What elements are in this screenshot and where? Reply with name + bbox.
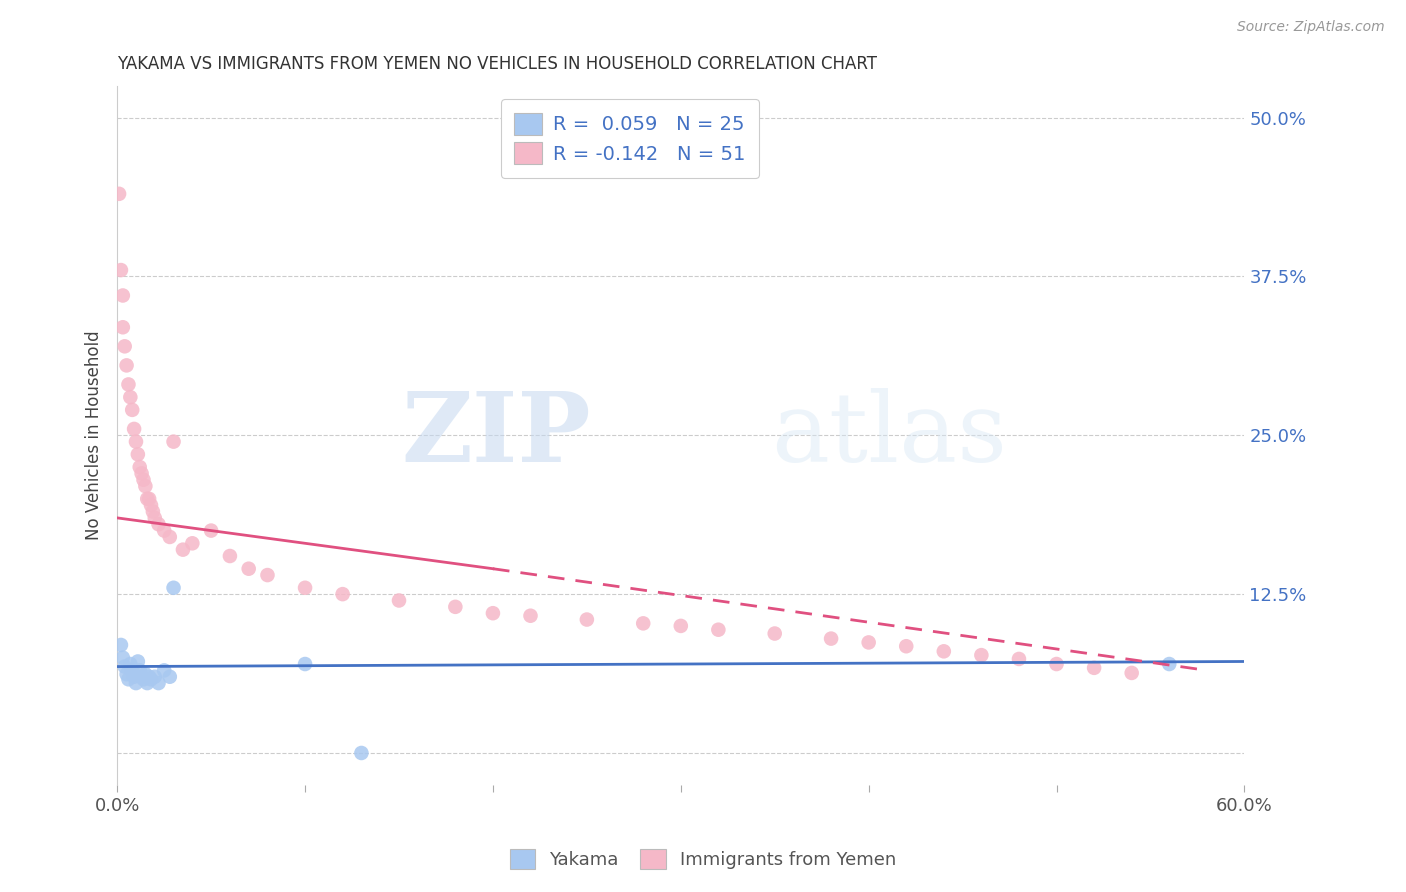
Point <box>132 673 155 687</box>
Point <box>111 320 134 334</box>
Point <box>159 530 181 544</box>
Text: YAKAMA VS IMMIGRANTS FROM YEMEN NO VEHICLES IN HOUSEHOLD CORRELATION CHART: YAKAMA VS IMMIGRANTS FROM YEMEN NO VEHIC… <box>117 55 877 73</box>
Point <box>134 667 156 681</box>
Point <box>128 460 150 475</box>
Point <box>114 659 136 673</box>
Point <box>148 676 170 690</box>
Point <box>669 619 692 633</box>
Text: atlas: atlas <box>770 388 1007 483</box>
Point <box>388 593 411 607</box>
Point <box>256 568 278 582</box>
Point <box>115 359 138 373</box>
Point <box>159 670 181 684</box>
Point <box>294 657 316 671</box>
Point <box>125 434 148 449</box>
Point <box>153 524 176 538</box>
Point <box>162 434 184 449</box>
Point <box>482 606 505 620</box>
Point <box>142 504 165 518</box>
Point <box>631 616 654 631</box>
Text: ZIP: ZIP <box>401 388 591 483</box>
Point <box>108 186 131 201</box>
Point <box>896 639 918 653</box>
Point <box>932 644 955 658</box>
Point <box>132 473 155 487</box>
Point <box>131 670 153 684</box>
Point <box>138 491 160 506</box>
Point <box>519 608 541 623</box>
Point <box>858 635 880 649</box>
Point <box>294 581 316 595</box>
Point <box>575 613 598 627</box>
Point <box>110 263 132 277</box>
Point <box>134 479 156 493</box>
Point <box>136 676 159 690</box>
Point <box>350 746 373 760</box>
Point <box>1121 665 1143 680</box>
Point <box>117 377 139 392</box>
Point <box>114 339 136 353</box>
Point <box>238 562 260 576</box>
Point <box>1159 657 1181 671</box>
Point <box>1083 661 1105 675</box>
Point <box>139 498 162 512</box>
Point <box>172 542 194 557</box>
Point <box>181 536 204 550</box>
Point <box>148 517 170 532</box>
Point <box>200 524 222 538</box>
Point <box>162 581 184 595</box>
Point <box>139 673 162 687</box>
Point <box>128 664 150 678</box>
Point <box>763 626 786 640</box>
Point <box>117 673 139 687</box>
Point <box>153 664 176 678</box>
Point <box>111 650 134 665</box>
Point <box>332 587 354 601</box>
Point <box>121 402 143 417</box>
Point <box>136 491 159 506</box>
Point <box>820 632 842 646</box>
Point <box>122 670 145 684</box>
Text: Source: ZipAtlas.com: Source: ZipAtlas.com <box>1237 20 1385 34</box>
Point <box>143 670 166 684</box>
Point <box>121 664 143 678</box>
Point <box>125 676 148 690</box>
Point <box>110 638 132 652</box>
Point <box>111 288 134 302</box>
Point <box>120 657 142 671</box>
Point <box>143 511 166 525</box>
Legend: R =  0.059   N = 25, R = -0.142   N = 51: R = 0.059 N = 25, R = -0.142 N = 51 <box>501 99 759 178</box>
Point <box>970 648 993 662</box>
Point <box>1045 657 1067 671</box>
Point <box>127 655 149 669</box>
Point <box>444 599 467 614</box>
Y-axis label: No Vehicles in Household: No Vehicles in Household <box>86 330 103 540</box>
Point <box>127 447 149 461</box>
Point <box>120 390 142 404</box>
Point <box>707 623 730 637</box>
Point <box>219 549 242 563</box>
Point <box>131 467 153 481</box>
Point <box>138 670 160 684</box>
Point <box>115 667 138 681</box>
Legend: Yakama, Immigrants from Yemen: Yakama, Immigrants from Yemen <box>501 839 905 879</box>
Point <box>122 422 145 436</box>
Point <box>1008 652 1031 666</box>
